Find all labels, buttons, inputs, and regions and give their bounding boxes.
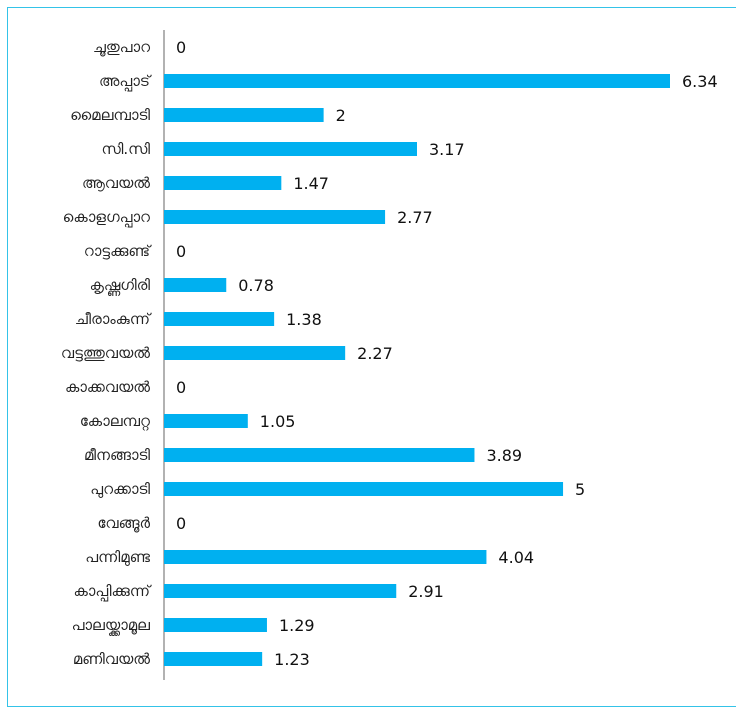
bar xyxy=(164,584,397,598)
bars xyxy=(164,74,670,666)
category-label: സി.സി xyxy=(101,140,150,158)
category-label: മീനങ്ങാടി xyxy=(84,446,151,464)
category-label: പുറക്കാടി xyxy=(90,480,150,499)
category-label: പാലയ്ക്കാമൂല xyxy=(72,616,151,636)
data-label: 4.04 xyxy=(498,548,534,567)
data-label: 0 xyxy=(176,242,186,261)
category-label: വട്ടത്തുവയൽ xyxy=(61,344,150,362)
bar xyxy=(164,74,670,88)
bar xyxy=(164,652,263,666)
data-label: 0.78 xyxy=(238,276,274,295)
category-label: മൈലമ്പാടി xyxy=(70,106,151,124)
category-label: പന്നിമുണ്ട xyxy=(85,548,150,567)
data-label: 1.23 xyxy=(274,650,310,669)
category-label: കൃഷ്ണഗിരി xyxy=(90,276,151,296)
category-label: ചീരാംകുന്ന് xyxy=(75,310,153,328)
data-label: 3.89 xyxy=(486,446,522,465)
category-label: ചൂതുപാറ xyxy=(93,38,150,57)
bar xyxy=(164,108,324,122)
data-label: 2.27 xyxy=(357,344,393,363)
data-label: 2.77 xyxy=(397,208,433,227)
bar xyxy=(164,448,475,462)
bar xyxy=(164,550,487,564)
category-label: വേങ്ങൂർ xyxy=(97,514,150,533)
bar xyxy=(164,176,282,190)
data-label: 1.29 xyxy=(279,616,315,635)
bar xyxy=(164,618,267,632)
category-label: മണിവയൽ xyxy=(73,650,150,668)
bar xyxy=(164,482,564,496)
data-label: 6.34 xyxy=(682,72,718,91)
category-label: അപ്പാട് xyxy=(99,72,153,92)
category-label: ആവയൽ xyxy=(82,174,150,192)
category-label: കോലമ്പറ്റ xyxy=(80,412,150,431)
bar xyxy=(164,346,346,360)
data-label: 5 xyxy=(575,480,585,499)
data-label: 1.38 xyxy=(286,310,322,329)
data-label: 1.47 xyxy=(293,174,329,193)
bar xyxy=(164,142,417,156)
data-label: 1.05 xyxy=(260,412,296,431)
data-label: 0 xyxy=(176,378,186,397)
category-label: കാക്കവയൽ xyxy=(65,378,150,396)
category-label: റാട്ടക്കുണ്ട് xyxy=(84,242,153,260)
bar xyxy=(164,278,227,292)
category-labels: ചൂതുപാറ അപ്പാട് മൈലമ്പാടി സി.സി ആവയൽ കൊളഗപ്പാ… xyxy=(61,38,153,668)
bar xyxy=(164,414,248,428)
data-label: 0 xyxy=(176,38,186,57)
bar xyxy=(164,210,386,224)
data-label: 2.91 xyxy=(408,582,444,601)
data-label: 2 xyxy=(336,106,346,125)
data-label: 3.17 xyxy=(429,140,465,159)
category-label: കൊളഗപ്പാറ xyxy=(63,208,150,228)
data-label: 0 xyxy=(176,514,186,533)
data-labels: 0 6.34 2 3.17 1.47 2.77 0 0.78 1.38 2.27 0 1.05 3.89… xyxy=(176,38,718,669)
bar xyxy=(164,312,275,326)
category-label: കാപ്പിക്കുന്ന് xyxy=(73,582,152,602)
